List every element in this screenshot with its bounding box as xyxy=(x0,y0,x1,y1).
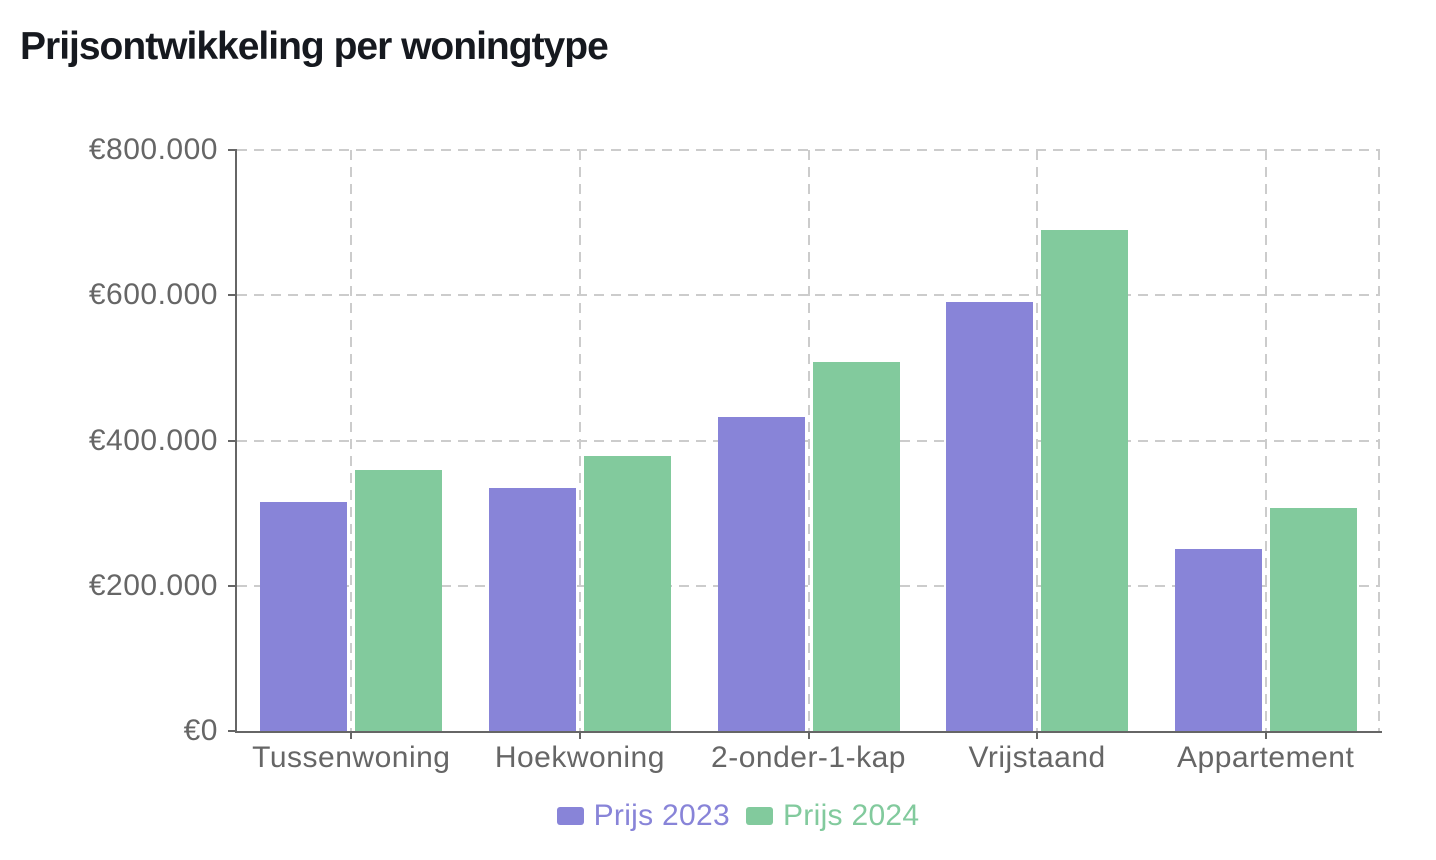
x-axis-label: Tussenwoning xyxy=(252,741,451,774)
x-axis-tick xyxy=(1264,731,1267,739)
y-axis-label: €0 xyxy=(183,714,218,747)
y-axis-label: €600.000 xyxy=(88,278,218,312)
chart-legend: Prijs 2023 Prijs 2024 xyxy=(20,799,1436,833)
bar-prijs-2023-appartement[interactable] xyxy=(1174,549,1262,731)
bar-prijs-2024-appartement[interactable] xyxy=(1269,508,1357,731)
legend-label: Prijs 2023 xyxy=(593,799,730,832)
legend-swatch-icon xyxy=(556,807,584,825)
bar-prijs-2023-tussenwoning[interactable] xyxy=(260,502,348,731)
bar-prijs-2023-2-onder-1-kap[interactable] xyxy=(717,417,805,731)
x-axis-tick xyxy=(350,731,353,739)
y-axis-label: €800.000 xyxy=(88,133,218,166)
legend-label: Prijs 2024 xyxy=(783,799,920,832)
x-axis-tick xyxy=(578,731,581,739)
bar-prijs-2023-hoekwoning[interactable] xyxy=(488,488,576,731)
x-axis-label: Appartement xyxy=(1177,741,1355,774)
bar-prijs-2024-hoekwoning[interactable] xyxy=(583,456,671,731)
bar-prijs-2024-tussenwoning[interactable] xyxy=(355,470,443,731)
y-axis-tick xyxy=(228,584,237,587)
y-axis-line xyxy=(235,150,237,733)
legend-item-prijs-2023[interactable]: Prijs 2023 xyxy=(556,799,730,833)
legend-swatch-icon xyxy=(746,807,773,825)
y-axis-tick xyxy=(228,294,237,297)
x-gridline xyxy=(578,150,581,731)
bar-chart-plot-area: €0 €200.000 €400.000 €600.000 €800.000 Tussen… xyxy=(89,133,1382,774)
chart-title: Prijsontwikkeling per woningtype xyxy=(20,25,609,68)
bar-prijs-2024-vrijstaand[interactable] xyxy=(1041,230,1129,731)
bar-prijs-2024-2-onder-1-kap[interactable] xyxy=(812,362,900,731)
x-gridline xyxy=(1264,150,1267,731)
x-axis-tick xyxy=(807,731,810,739)
y-axis-tick xyxy=(228,730,237,732)
y-axis-tick xyxy=(228,149,237,151)
legend-item-prijs-2024[interactable]: Prijs 2024 xyxy=(746,799,919,833)
y-axis-tick xyxy=(228,439,237,442)
x-gridline xyxy=(807,150,810,731)
x-axis-label: Hoekwoning xyxy=(494,741,665,774)
x-axis-label: 2-onder-1-kap xyxy=(711,741,906,774)
x-axis-tick xyxy=(1036,731,1039,739)
x-axis-label: Vrijstaand xyxy=(968,741,1106,774)
bar-prijs-2023-vrijstaand[interactable] xyxy=(946,302,1034,731)
y-axis-label: €400.000 xyxy=(88,423,218,457)
x-gridline xyxy=(350,150,353,731)
x-axis-line xyxy=(235,731,1382,733)
x-gridline xyxy=(1378,150,1380,731)
y-axis-label: €200.000 xyxy=(88,568,218,602)
x-gridline xyxy=(1036,150,1039,731)
